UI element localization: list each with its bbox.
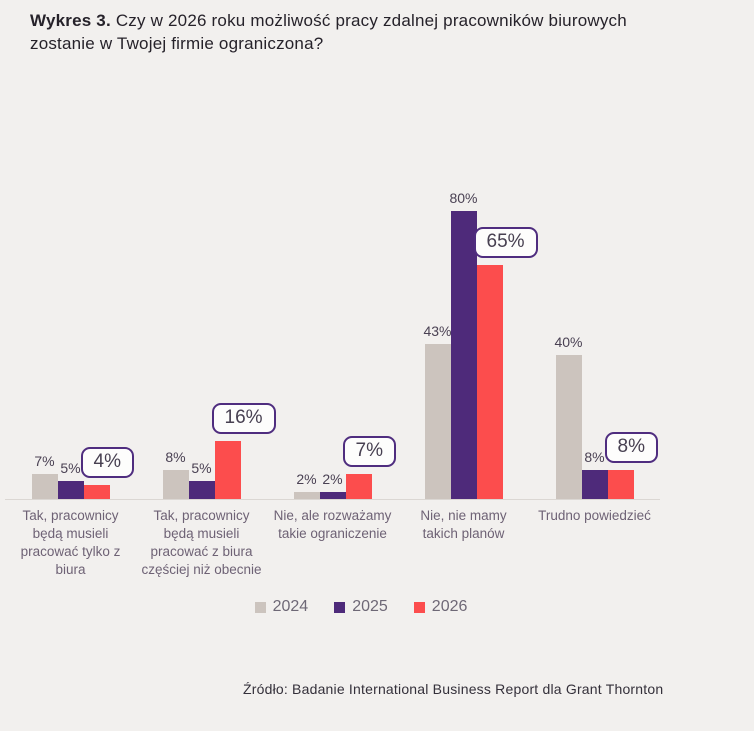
category-label-2: Tak, pracownicy będą musieli pracować z bi…: [141, 508, 262, 577]
bar-2025-group-5: [581, 470, 608, 499]
legend-swatch-2024-icon: [254, 601, 266, 613]
bar-group-1: 7% 5% 4%: [5, 180, 136, 499]
value-callout-2026-group-3: 7%: [342, 435, 396, 467]
category-label-3: Nie, ale rozważamy takie ograniczenie: [273, 508, 392, 541]
chart-legend: 2024 2025 2026: [0, 598, 738, 616]
bar-group-4: 43% 80% 65%: [398, 180, 538, 499]
bar-2025-group-3: [319, 491, 346, 499]
bar-2024-group-5: [555, 355, 582, 499]
bar-group-3: 2% 2% 7%: [267, 180, 398, 499]
legend-item-2026: 2026: [413, 598, 468, 616]
bar-2025-group-2: [188, 481, 215, 499]
legend-label-2025: 2025: [352, 598, 388, 615]
value-label-2024-group-3: 2%: [296, 470, 317, 487]
bar-group-5: 40% 8% 8%: [529, 180, 660, 499]
category-label-1: Tak, pracownicy będą musieli pracować tylk…: [20, 508, 121, 577]
bar-2025-group-1: [57, 481, 84, 499]
value-label-2025-group-3: 2%: [322, 470, 343, 487]
legend-label-2026: 2026: [431, 598, 468, 615]
legend-swatch-2025-icon: [334, 601, 346, 613]
bar-2026-group-5: [607, 470, 634, 499]
bar-2026-group-1: [83, 484, 110, 499]
value-label-2024-group-2: 8%: [165, 449, 186, 466]
chart-title-line2: zostanie w Twojej firmie ograniczona?: [30, 34, 324, 53]
bar-2026-group-2: [214, 441, 241, 499]
value-callout-2026-group-5: 8%: [604, 432, 658, 464]
category-labels-row: Tak, pracownicy będą musieli pracować tylk…: [5, 507, 660, 579]
category-label-4: Nie, nie mamy takich planów: [420, 508, 507, 541]
legend-item-2025: 2025: [334, 598, 388, 616]
category-label-5: Trudno powiedzieć: [538, 508, 651, 523]
chart-title-question: Czy w 2026 roku możliwość pracy zdalnej …: [115, 11, 627, 30]
value-callout-2026-group-2: 16%: [211, 403, 276, 435]
source-note: Źródło: Badanie International Business R…: [243, 681, 664, 697]
bar-2026-group-4: [476, 265, 503, 499]
legend-label-2024: 2024: [272, 598, 309, 615]
bar-2024-group-3: [293, 491, 320, 499]
legend-item-2024: 2024: [254, 598, 309, 616]
bar-2024-group-1: [31, 473, 58, 499]
value-label-2025-group-2: 5%: [191, 460, 212, 476]
chart-title: Wykres 3. Czy w 2026 roku możliwość prac…: [30, 9, 627, 55]
bar-2024-group-4: [424, 344, 451, 499]
value-label-2024-group-1: 7%: [34, 452, 55, 469]
value-label-2024-group-5: 40%: [554, 334, 583, 350]
value-label-2024-group-4: 43%: [423, 323, 452, 340]
chart-title-line1: Wykres 3. Czy w 2026 roku możliwość prac…: [30, 9, 627, 32]
value-label-2025-group-4: 80%: [449, 190, 478, 206]
bar-2024-group-2: [162, 470, 189, 499]
plot-area: 7% 5% 4% 8% 5% 16% 2% 2% 7% 43% 80% 65% 40% 8% 8%: [5, 180, 660, 500]
value-label-2025-group-5: 8%: [584, 449, 605, 466]
bar-2025-group-4: [450, 211, 477, 499]
bar-2026-group-3: [345, 473, 372, 499]
value-label-2025-group-1: 5%: [60, 460, 81, 476]
bar-group-2: 8% 5% 16%: [136, 180, 276, 499]
legend-swatch-2026-icon: [413, 601, 425, 613]
chart-title-prefix: Wykres 3.: [30, 11, 111, 30]
value-callout-2026-group-4: 65%: [473, 227, 538, 258]
value-callout-2026-group-1: 4%: [80, 446, 134, 478]
